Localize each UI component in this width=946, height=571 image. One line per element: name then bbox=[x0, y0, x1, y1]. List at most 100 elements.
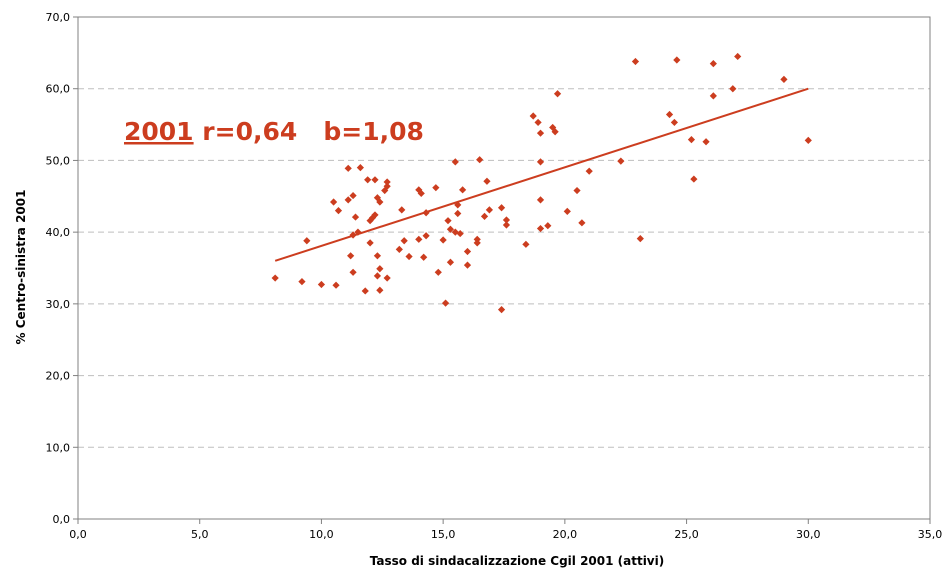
data-point bbox=[446, 258, 455, 266]
data-point bbox=[454, 209, 462, 218]
data-point bbox=[480, 212, 489, 220]
data-point bbox=[422, 232, 430, 240]
data-point bbox=[271, 274, 279, 282]
data-point bbox=[459, 186, 467, 194]
data-point bbox=[553, 90, 562, 98]
x-tick-label: 35,0 bbox=[918, 528, 943, 541]
y-tick-label: 0,0 bbox=[53, 513, 71, 526]
data-point bbox=[578, 219, 586, 227]
trendline bbox=[274, 87, 809, 262]
data-point bbox=[398, 206, 406, 214]
data-point bbox=[400, 237, 408, 245]
data-point bbox=[463, 247, 472, 256]
data-point bbox=[522, 240, 530, 248]
data-point bbox=[298, 278, 306, 286]
x-tick-label: 10,0 bbox=[309, 528, 334, 541]
y-tick-label: 40,0 bbox=[46, 226, 71, 239]
data-point bbox=[780, 75, 788, 83]
data-point bbox=[303, 237, 311, 245]
data-point bbox=[383, 178, 391, 186]
data-point bbox=[529, 112, 537, 120]
data-point bbox=[463, 261, 472, 269]
data-point bbox=[376, 265, 384, 273]
y-tick-label: 50,0 bbox=[46, 154, 71, 167]
data-point bbox=[361, 287, 369, 295]
data-point bbox=[665, 110, 674, 119]
y-axis-title: % Centro-sinistra 2001 bbox=[14, 190, 28, 345]
data-point bbox=[536, 196, 545, 204]
data-point bbox=[444, 217, 452, 225]
x-tick-label: 20,0 bbox=[553, 528, 578, 541]
data-point bbox=[415, 186, 423, 194]
data-point bbox=[483, 177, 491, 185]
axes bbox=[77, 16, 931, 520]
data-points bbox=[271, 52, 812, 314]
data-point bbox=[364, 176, 372, 184]
data-point bbox=[485, 206, 493, 214]
data-point bbox=[670, 118, 678, 127]
data-point bbox=[502, 221, 511, 229]
y-tick-label: 70,0 bbox=[46, 11, 71, 24]
x-tick-label: 5,0 bbox=[191, 528, 209, 541]
data-point bbox=[441, 299, 450, 307]
y-tick-labels: 0,0 10,0 20,0 30,0 40,0 50,0 60,0 70,0 bbox=[46, 11, 71, 526]
data-point bbox=[432, 184, 440, 192]
data-point bbox=[395, 245, 403, 253]
y-tick-label: 60,0 bbox=[46, 83, 71, 96]
data-point bbox=[585, 167, 593, 175]
data-point bbox=[502, 216, 511, 224]
data-point bbox=[383, 274, 391, 282]
data-point bbox=[371, 211, 379, 219]
data-point bbox=[673, 56, 681, 64]
data-point bbox=[476, 156, 484, 164]
annotation-stats: r=0,64 b=1,08 bbox=[194, 117, 424, 146]
data-point bbox=[534, 118, 542, 127]
data-point bbox=[376, 286, 384, 294]
data-point bbox=[690, 175, 698, 183]
data-point bbox=[373, 252, 382, 260]
data-point bbox=[330, 198, 338, 206]
data-point bbox=[551, 128, 559, 136]
data-point bbox=[373, 194, 382, 202]
data-point bbox=[366, 239, 374, 247]
data-point bbox=[563, 207, 571, 215]
data-point bbox=[420, 253, 428, 261]
data-point bbox=[536, 158, 545, 166]
data-point bbox=[631, 57, 640, 66]
data-point bbox=[446, 225, 455, 233]
data-point bbox=[497, 305, 506, 314]
data-point bbox=[334, 207, 343, 215]
data-point bbox=[356, 164, 364, 172]
x-tick-labels: 0,0 5,0 10,0 15,0 20,0 25,0 30,0 35,0 bbox=[69, 528, 942, 541]
y-tick-label: 10,0 bbox=[46, 441, 71, 454]
data-point bbox=[376, 198, 384, 206]
data-point bbox=[344, 164, 352, 172]
data-point bbox=[434, 268, 442, 276]
data-point bbox=[332, 281, 340, 289]
data-point bbox=[636, 234, 644, 243]
x-tick-label: 15,0 bbox=[431, 528, 456, 541]
y-tick-label: 20,0 bbox=[46, 370, 71, 383]
data-point bbox=[709, 60, 717, 68]
data-point bbox=[366, 217, 374, 225]
annotation-year: 2001 bbox=[124, 117, 194, 146]
data-point bbox=[536, 224, 545, 233]
data-point bbox=[734, 52, 742, 61]
data-point bbox=[371, 176, 379, 184]
x-axis-title: Tasso di sindacalizzazione Cgil 2001 (at… bbox=[370, 554, 664, 568]
data-point bbox=[451, 158, 459, 166]
data-point bbox=[497, 204, 506, 212]
data-point bbox=[317, 280, 326, 289]
data-point bbox=[439, 236, 447, 244]
data-point bbox=[687, 136, 696, 144]
x-tick-label: 30,0 bbox=[796, 528, 821, 541]
x-tick-label: 0,0 bbox=[69, 528, 87, 541]
data-point bbox=[349, 268, 357, 276]
gridlines bbox=[73, 16, 931, 524]
data-point bbox=[702, 138, 710, 146]
data-point bbox=[344, 196, 352, 204]
data-point bbox=[804, 136, 812, 144]
data-point bbox=[573, 186, 581, 195]
data-point bbox=[381, 186, 389, 195]
